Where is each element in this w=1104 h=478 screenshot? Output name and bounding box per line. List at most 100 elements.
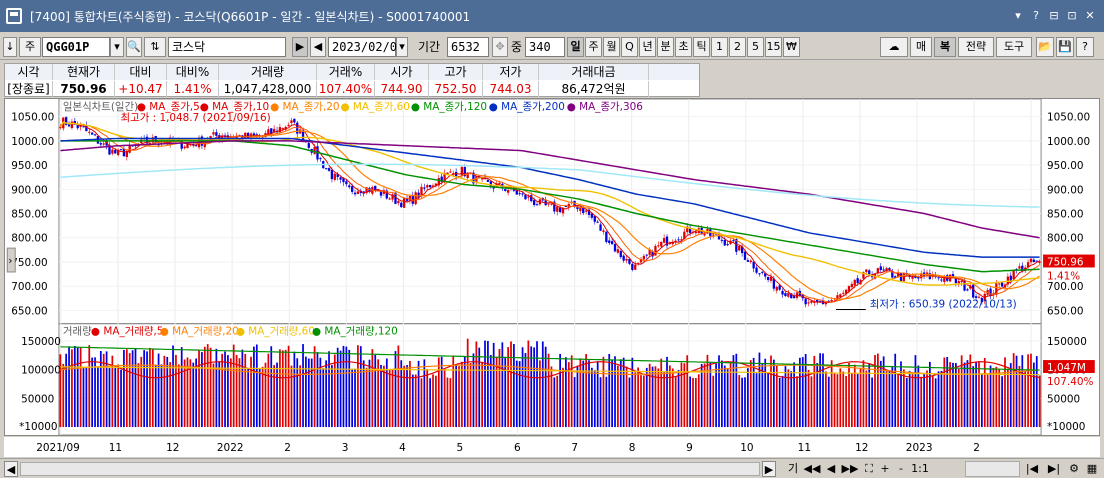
candle-body (1021, 265, 1024, 272)
candle-body (460, 167, 464, 177)
candle-body (977, 296, 981, 298)
candle-body (677, 239, 680, 241)
window-button-4[interactable]: ✕ (1085, 9, 1095, 22)
price-volume-chart[interactable]: 1050.00 1050.00 1000.00 1000.00 950.00 950.00… (4, 98, 1100, 436)
tool-button-1[interactable]: 복 (934, 37, 956, 57)
chart-tool-0[interactable]: 기 (787, 462, 799, 475)
period-button-8[interactable]: 1 (711, 37, 728, 57)
save-icon[interactable]: 💾 (1056, 37, 1074, 57)
candle-body (830, 299, 833, 302)
code-input[interactable]: QGG01P (42, 37, 110, 57)
candle-body (241, 135, 244, 140)
tool-button-3[interactable]: 도구 (996, 37, 1032, 57)
window-button-2[interactable]: ⊟ (1049, 9, 1059, 22)
candle-body (134, 145, 137, 147)
candle-body (899, 273, 903, 282)
candle-body (844, 289, 848, 294)
candle-body (850, 283, 854, 288)
candle-body (1000, 282, 1004, 287)
candle-body (616, 249, 620, 253)
window-button-1[interactable]: ? (1033, 9, 1039, 22)
volume-legend-item: ● MA_거래량,20 (160, 326, 239, 338)
chart-tool-5[interactable]: + (880, 462, 890, 475)
candle-body (738, 245, 741, 251)
chart-tool-1[interactable]: ◀◀ (803, 462, 821, 475)
candle-body (755, 267, 758, 273)
period-button-6[interactable]: 초 (675, 37, 692, 57)
chart-tool-4[interactable]: ⛶ (865, 462, 873, 475)
chart-tool-9[interactable]: ▶| (1047, 462, 1061, 475)
period-button-3[interactable]: Q (621, 37, 638, 57)
window-button-3[interactable]: ⊡ (1067, 9, 1077, 22)
quote-header: 시각 (5, 64, 53, 80)
candle-body (651, 251, 654, 257)
candle-body (960, 280, 963, 283)
scroll-left-icon[interactable]: ◀ (4, 461, 18, 477)
date-dropdown-icon[interactable]: ▾ (396, 37, 408, 57)
period-button-1[interactable]: 주 (585, 37, 602, 57)
candle-body (108, 145, 111, 155)
window-controls: ▾? ⊟ ⊡ ✕ (1010, 8, 1098, 24)
period-button-12[interactable]: ₩ (783, 37, 800, 57)
candle-body (400, 202, 403, 208)
zoom-slider[interactable] (965, 461, 1020, 477)
move-icon[interactable]: ✥ (492, 37, 508, 57)
window-button-0[interactable]: ▾ (1015, 9, 1021, 22)
tool-button-2[interactable]: 전략 (958, 37, 994, 57)
period-button-2[interactable]: 월 (603, 37, 620, 57)
search-icon[interactable]: 🔍 (126, 37, 142, 57)
prev-icon[interactable]: ◀ (310, 37, 326, 57)
scrollbar-track[interactable] (20, 462, 760, 476)
candle-body (781, 290, 784, 295)
count-input[interactable]: 340 (525, 37, 565, 57)
grid-icon[interactable]: ▦ (1086, 462, 1098, 475)
period-button-4[interactable]: 년 (639, 37, 656, 57)
period-button-0[interactable]: 일 (567, 37, 584, 57)
chart-tool-6[interactable]: - (899, 462, 903, 475)
scroll-right-icon[interactable]: ▶ (762, 461, 776, 477)
current-price-label: 750.96 (1047, 256, 1083, 268)
cloud-icon[interactable]: ☁ (880, 37, 908, 57)
period-button-11[interactable]: 15 (765, 37, 782, 57)
quote-header: 고가 (429, 64, 483, 80)
period-button-7[interactable]: 틱 (693, 37, 710, 57)
chart-tool-3[interactable]: ▶▶ (841, 462, 859, 475)
price-legend-item: ● MA_종가,120 (411, 101, 487, 113)
candle-body (319, 158, 322, 160)
candle-body (824, 302, 828, 305)
date-input[interactable]: 2023/02/01 (328, 37, 404, 57)
volume-legend-item: ● MA_거래량,120 (312, 326, 398, 338)
tool-button-0[interactable]: 매 (910, 37, 932, 57)
candle-body (426, 185, 429, 188)
candle-body (504, 189, 507, 191)
chart-tool-8[interactable]: |◀ (1025, 462, 1039, 475)
candle-body (556, 206, 559, 212)
price-tick-right: 1050.00 (1047, 112, 1090, 124)
chart-tool-2[interactable]: ◀ (826, 462, 836, 475)
settings-icon[interactable]: ? (1076, 37, 1094, 57)
period-input[interactable]: 6532 (447, 37, 489, 57)
play-icon[interactable]: ▶ (292, 37, 308, 57)
sort-icon[interactable]: ⇅ (144, 37, 166, 57)
candle-body (790, 293, 793, 299)
vol-ma120-line (60, 346, 1040, 371)
market-select[interactable]: 주 (19, 37, 41, 57)
name-field[interactable]: 코스닥 (168, 37, 286, 57)
price-tick-left: 700.00 (11, 281, 47, 293)
candle-body (862, 272, 865, 279)
config-icon[interactable]: ⚙ (1069, 462, 1079, 475)
candle-body (671, 242, 674, 245)
candle-body (957, 280, 960, 284)
candle-body (989, 288, 992, 296)
code-dropdown-icon[interactable]: ▾ (110, 37, 124, 57)
candle-body (290, 120, 293, 123)
menu-arrow-icon[interactable]: ↓ (3, 37, 17, 57)
period-button-5[interactable]: 분 (657, 37, 674, 57)
quote-value: [장종료] (5, 81, 53, 97)
folder-icon[interactable]: 📂 (1036, 37, 1054, 57)
candle-body (1018, 266, 1021, 269)
period-button-9[interactable]: 2 (729, 37, 746, 57)
quote-value: 752.50 (429, 81, 483, 97)
period-button-10[interactable]: 5 (747, 37, 764, 57)
chart-tool-7[interactable]: 1:1 (911, 462, 929, 475)
